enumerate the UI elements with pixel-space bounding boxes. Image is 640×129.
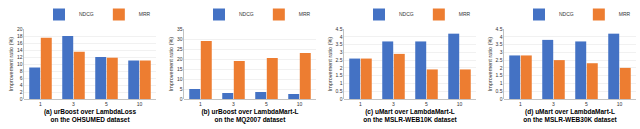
svg-text:0: 0 xyxy=(500,96,503,102)
svg-text:4: 4 xyxy=(340,34,343,40)
svg-text:10: 10 xyxy=(17,61,23,67)
svg-text:2: 2 xyxy=(20,89,23,95)
svg-text:3: 3 xyxy=(552,101,555,107)
svg-text:18: 18 xyxy=(17,33,23,39)
svg-text:30: 30 xyxy=(177,36,183,42)
svg-text:35: 35 xyxy=(177,26,183,32)
svg-text:1: 1 xyxy=(500,80,503,86)
svg-text:4: 4 xyxy=(20,82,23,88)
svg-text:MRR: MRR xyxy=(459,11,471,17)
svg-text:4.5: 4.5 xyxy=(336,26,343,32)
svg-text:NDCG: NDCG xyxy=(79,11,94,17)
svg-text:Improvement ratio (%): Improvement ratio (%) xyxy=(487,37,493,92)
svg-text:(c) uMart over LambdaMart-Lon: (c) uMart over LambdaMart-Lon the MSLR-W… xyxy=(363,108,457,123)
svg-text:20: 20 xyxy=(177,56,183,62)
svg-text:12: 12 xyxy=(17,54,23,60)
svg-text:0.5: 0.5 xyxy=(336,88,343,94)
svg-text:Improvement ratio (%): Improvement ratio (%) xyxy=(327,37,333,92)
svg-text:MRR: MRR xyxy=(299,11,311,17)
svg-text:(a) urBoost over LambdaLosson: (a) urBoost over LambdaLosson the OHSUME… xyxy=(44,108,136,123)
svg-text:15: 15 xyxy=(177,66,183,72)
svg-text:1: 1 xyxy=(199,101,202,107)
svg-text:3: 3 xyxy=(72,101,75,107)
svg-text:3: 3 xyxy=(392,101,395,107)
svg-text:5: 5 xyxy=(180,86,183,92)
svg-text:3: 3 xyxy=(500,49,503,55)
svg-text:1: 1 xyxy=(39,101,42,107)
svg-text:1.5: 1.5 xyxy=(496,72,503,78)
svg-text:10: 10 xyxy=(617,101,623,107)
svg-text:1: 1 xyxy=(519,101,522,107)
svg-text:Improvement ratio (%): Improvement ratio (%) xyxy=(8,37,14,92)
svg-text:5: 5 xyxy=(585,101,588,107)
svg-text:4.5: 4.5 xyxy=(496,26,503,32)
svg-text:10: 10 xyxy=(297,101,303,107)
svg-text:1.5: 1.5 xyxy=(336,72,343,78)
svg-text:10: 10 xyxy=(457,101,463,107)
svg-text:14: 14 xyxy=(17,47,23,53)
svg-text:2.5: 2.5 xyxy=(336,57,343,63)
svg-text:10: 10 xyxy=(177,76,183,82)
svg-text:20: 20 xyxy=(17,26,23,32)
svg-text:Improvement ratio (%): Improvement ratio (%) xyxy=(168,37,174,92)
svg-text:(d) uMart over LambdaMart-Lon: (d) uMart over LambdaMart-Lon the MSLR-W… xyxy=(523,108,617,123)
svg-text:3: 3 xyxy=(340,49,343,55)
svg-text:10: 10 xyxy=(137,101,143,107)
svg-text:3.5: 3.5 xyxy=(496,41,503,47)
svg-text:5: 5 xyxy=(425,101,428,107)
svg-text:0: 0 xyxy=(340,96,343,102)
svg-text:2: 2 xyxy=(500,65,503,71)
svg-text:NDCG: NDCG xyxy=(559,11,574,17)
svg-text:(b) urBoost over LambdaMart-Lo: (b) urBoost over LambdaMart-Lon the MQ20… xyxy=(201,108,298,124)
svg-text:2.5: 2.5 xyxy=(496,57,503,63)
svg-text:0: 0 xyxy=(20,96,23,102)
svg-text:1: 1 xyxy=(340,80,343,86)
svg-text:MRR: MRR xyxy=(619,11,631,17)
svg-text:NDCG: NDCG xyxy=(399,11,414,17)
svg-text:1: 1 xyxy=(359,101,362,107)
svg-text:8: 8 xyxy=(20,68,23,74)
svg-text:16: 16 xyxy=(17,40,23,46)
svg-text:MRR: MRR xyxy=(139,11,151,17)
svg-text:4: 4 xyxy=(500,34,503,40)
svg-text:5: 5 xyxy=(105,101,108,107)
svg-text:0: 0 xyxy=(180,96,183,102)
svg-text:25: 25 xyxy=(177,46,183,52)
svg-text:NDCG: NDCG xyxy=(239,11,254,17)
svg-text:3.5: 3.5 xyxy=(336,41,343,47)
svg-text:6: 6 xyxy=(20,75,23,81)
svg-text:2: 2 xyxy=(340,65,343,71)
svg-text:5: 5 xyxy=(265,101,268,107)
svg-text:0.5: 0.5 xyxy=(496,88,503,94)
svg-text:3: 3 xyxy=(232,101,235,107)
